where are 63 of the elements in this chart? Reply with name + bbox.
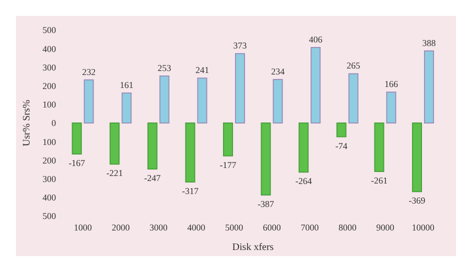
bar (235, 53, 246, 124)
bar (386, 92, 396, 124)
x-tick-label: 4000 (187, 222, 206, 232)
y-axis-title: Usr% Srs% (22, 100, 33, 146)
data-label: -74 (335, 140, 348, 151)
x-tick-label: 3000 (150, 222, 168, 232)
data-label: 406 (308, 34, 323, 44)
x-tick-label: 5000 (225, 222, 244, 232)
bar (72, 122, 82, 155)
y-tick-label: 100 (42, 136, 56, 147)
y-tick-label: 200 (42, 155, 56, 166)
y-tick-label: 0 (52, 118, 56, 128)
x-tick-label: 8000 (338, 222, 357, 232)
data-label: -247 (144, 172, 162, 183)
bar (197, 78, 208, 124)
data-label: -387 (258, 198, 275, 209)
data-label: -261 (370, 176, 388, 186)
data-label: 265 (346, 60, 361, 71)
bar (159, 75, 170, 124)
bar (147, 122, 158, 170)
y-tick-label: 100 (42, 100, 56, 110)
bar (412, 122, 422, 192)
y-tick-label: 500 (42, 211, 56, 222)
x-axis-title: Disk xfers (232, 242, 274, 253)
bar (110, 122, 120, 165)
y-tick-label: 200 (42, 80, 56, 91)
bar (348, 73, 358, 124)
bar (424, 50, 434, 124)
x-tick-label: 10000 (412, 222, 435, 232)
data-label: 373 (233, 40, 248, 51)
x-tick-label: 2000 (112, 222, 130, 232)
data-label: 234 (271, 66, 286, 76)
x-tick-label: 1000 (74, 222, 92, 232)
data-label: 253 (158, 62, 172, 73)
x-tick-label: 7000 (300, 222, 320, 232)
x-tick-label: 9000 (376, 222, 395, 232)
data-label: -317 (182, 186, 199, 196)
y-tick-label: 300 (42, 62, 56, 72)
data-label: -167 (68, 158, 86, 168)
y-tick-label: 400 (42, 44, 56, 54)
data-label: 161 (120, 80, 134, 90)
data-label: -369 (408, 196, 426, 206)
data-label: -221 (106, 168, 123, 178)
data-label: -177 (220, 160, 237, 170)
x-tick-label: 6000 (262, 222, 282, 232)
data-label: 166 (384, 79, 398, 90)
bar (272, 78, 283, 124)
data-label: -264 (295, 176, 312, 186)
y-tick-label: 500 (42, 25, 56, 36)
data-label: 388 (422, 38, 436, 48)
y-tick-label: 400 (42, 192, 56, 203)
bar (122, 92, 132, 124)
bar (84, 79, 94, 124)
y-tick-label: 300 (42, 174, 56, 184)
bar (374, 122, 384, 172)
data-label: 232 (82, 66, 96, 77)
bar (185, 122, 196, 182)
bar (260, 122, 271, 196)
bar (298, 122, 309, 173)
bar (310, 46, 321, 124)
bar (336, 122, 346, 138)
bar (223, 122, 234, 156)
data-label: 241 (195, 65, 209, 76)
